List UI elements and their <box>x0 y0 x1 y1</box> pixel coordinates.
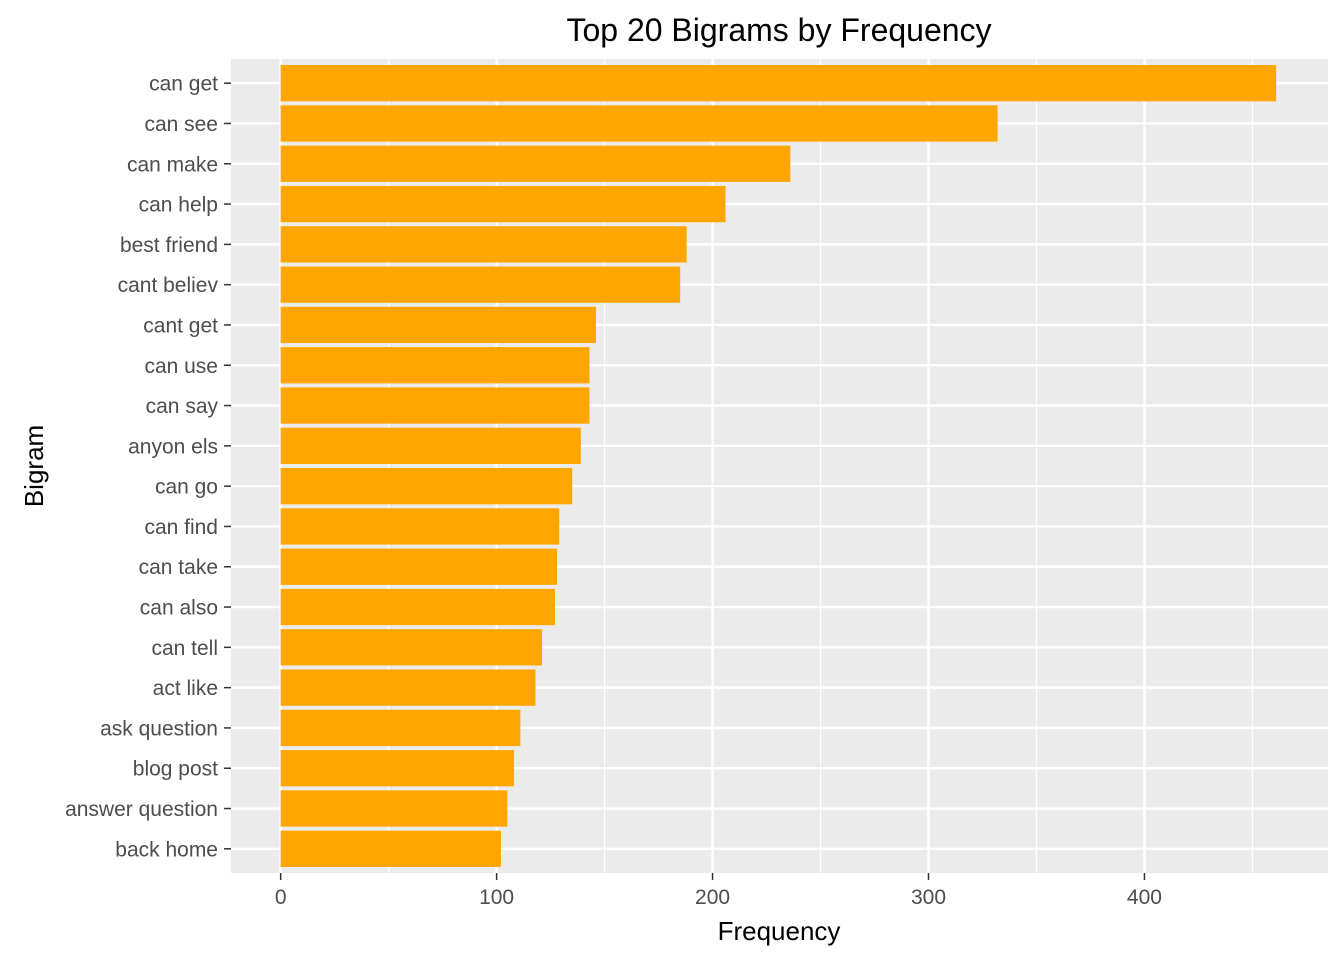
y-tick-label: ask question <box>100 717 218 740</box>
y-tick-label: act like <box>153 677 218 700</box>
bar-can-say <box>280 387 590 424</box>
bar-can-find <box>280 508 560 545</box>
bar-can-take <box>280 548 558 585</box>
y-tick-label: can see <box>144 113 218 136</box>
y-tick-label: back home <box>115 838 218 861</box>
bar-can-tell <box>280 629 542 666</box>
bar-can-use <box>280 347 590 384</box>
bar-cant-get <box>280 306 596 344</box>
bar-best-friend <box>280 226 687 263</box>
bars <box>280 65 1277 867</box>
chart-title: Top 20 Bigrams by Frequency <box>566 12 991 48</box>
x-tick-label: 300 <box>911 886 946 909</box>
y-tick-label: best friend <box>120 234 218 257</box>
x-tick-label: 0 <box>275 886 287 909</box>
bar-cant-believ <box>280 266 681 303</box>
bar-anyon-els <box>280 427 581 464</box>
y-axis-ticks: can get can see can make can help best frien… <box>65 73 231 861</box>
bar-answer-question <box>280 790 508 827</box>
bar-can-go <box>280 468 573 505</box>
y-tick-label: can use <box>144 355 218 378</box>
y-tick-label: can find <box>144 516 218 539</box>
y-tick-label: can make <box>127 153 218 176</box>
x-axis-ticks: 0 100 200 300 400 <box>275 873 1162 909</box>
y-axis-title: Bigram <box>19 425 49 507</box>
y-tick-label: answer question <box>65 798 218 821</box>
bar-can-get <box>280 65 1277 102</box>
bar-can-help <box>280 185 726 223</box>
y-tick-label: cant believ <box>118 274 219 297</box>
y-tick-label: can go <box>155 476 218 499</box>
y-tick-label: cant get <box>143 314 218 337</box>
bar-blog-post <box>280 750 514 787</box>
y-tick-label: can take <box>139 556 218 579</box>
y-tick-label: can get <box>149 73 218 96</box>
x-tick-label: 400 <box>1127 886 1162 909</box>
bar-ask-question <box>280 709 521 747</box>
x-tick-label: 100 <box>479 886 514 909</box>
y-tick-label: can help <box>139 194 218 217</box>
y-tick-label: can tell <box>151 637 218 660</box>
bar-can-make <box>280 145 791 182</box>
y-tick-label: anyon els <box>128 435 218 458</box>
bar-back-home <box>280 830 501 867</box>
y-tick-label: can also <box>140 597 218 620</box>
x-axis-title: Frequency <box>718 916 841 946</box>
bar-act-like <box>280 669 536 706</box>
y-tick-label: blog post <box>133 758 218 781</box>
bar-can-see <box>280 105 998 142</box>
x-tick-label: 200 <box>695 886 730 909</box>
bar-can-also <box>280 588 555 626</box>
y-tick-label: can say <box>146 395 219 418</box>
